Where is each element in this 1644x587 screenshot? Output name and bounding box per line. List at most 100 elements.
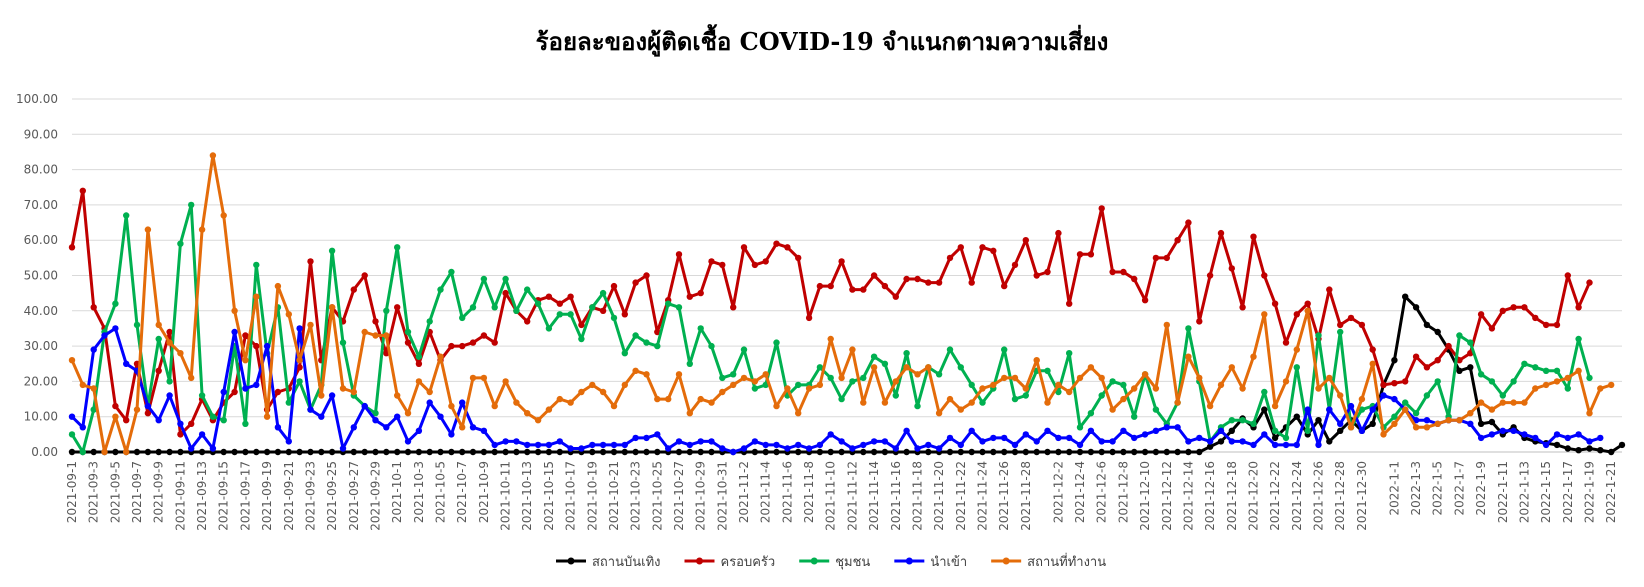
data-point xyxy=(675,251,683,258)
data-point xyxy=(155,417,162,424)
x-tick-label: 2021-09-17 xyxy=(238,461,252,531)
data-point xyxy=(751,261,759,269)
data-point xyxy=(1521,360,1528,367)
data-point xyxy=(1412,304,1420,311)
data-point xyxy=(491,402,498,410)
data-point xyxy=(318,413,325,420)
data-point xyxy=(242,448,249,456)
data-point xyxy=(773,339,780,346)
series-5 xyxy=(68,152,1615,456)
x-tick-label: 2021-10-1 xyxy=(390,461,404,523)
x-tick-label: 2021-10-27 xyxy=(672,461,686,531)
data-point xyxy=(1044,268,1051,276)
data-point xyxy=(1369,360,1376,367)
data-point xyxy=(545,406,553,413)
data-point xyxy=(1293,311,1301,318)
data-point xyxy=(253,448,260,456)
data-point xyxy=(643,434,650,442)
data-point xyxy=(1423,364,1431,371)
x-tick-label: 2022-1-11 xyxy=(1496,461,1510,523)
data-point xyxy=(1098,374,1105,382)
data-point xyxy=(1347,424,1355,431)
data-point xyxy=(599,448,607,456)
data-point xyxy=(708,342,715,350)
data-point xyxy=(979,399,986,406)
data-point xyxy=(361,448,368,456)
data-point xyxy=(1586,445,1593,452)
data-point xyxy=(231,388,238,396)
data-point xyxy=(1369,346,1376,353)
data-point xyxy=(990,448,997,456)
data-point xyxy=(1553,441,1561,449)
data-point xyxy=(1066,300,1073,307)
data-point xyxy=(578,388,585,396)
data-point xyxy=(816,381,824,389)
data-point xyxy=(697,448,704,456)
data-point xyxy=(1185,448,1192,456)
x-tick-label: 2021-11-18 xyxy=(910,461,924,531)
data-point xyxy=(1206,443,1214,450)
data-point xyxy=(935,371,943,378)
data-point xyxy=(296,378,303,385)
data-point xyxy=(1001,346,1008,353)
data-point xyxy=(415,448,423,456)
data-point xyxy=(979,448,986,456)
data-point xyxy=(957,406,964,413)
x-tick-label: 2022-1-5 xyxy=(1431,461,1445,515)
data-point xyxy=(1315,441,1322,449)
data-point xyxy=(946,346,954,353)
data-point xyxy=(133,448,141,456)
y-axis-ticks: 0.00 10.00 20.00 30.00 40.00 50.00 60.00 70.00 8… xyxy=(16,92,58,459)
data-point xyxy=(426,448,433,456)
data-point xyxy=(903,427,910,434)
data-point xyxy=(643,272,650,279)
x-tick-label: 2021-09-11 xyxy=(173,461,187,531)
data-point xyxy=(1217,438,1225,445)
data-point xyxy=(968,279,975,286)
data-point xyxy=(1337,427,1344,434)
data-point xyxy=(957,364,964,371)
data-point xyxy=(415,378,423,385)
data-point xyxy=(762,258,769,265)
data-point xyxy=(480,275,488,283)
data-point xyxy=(144,402,152,410)
x-tick-label: 2021-12-28 xyxy=(1333,461,1347,531)
data-point xyxy=(198,392,206,399)
data-point xyxy=(534,448,542,456)
data-point xyxy=(1499,399,1507,406)
data-point xyxy=(1488,325,1496,332)
data-point xyxy=(502,289,509,297)
data-point xyxy=(1564,272,1572,279)
data-point xyxy=(751,448,759,456)
data-point xyxy=(101,448,108,456)
data-point xyxy=(643,448,650,456)
x-tick-label: 2021-11-8 xyxy=(802,461,816,523)
data-point xyxy=(1564,434,1572,442)
data-point xyxy=(784,244,791,251)
data-point xyxy=(1206,402,1214,410)
data-point xyxy=(1358,321,1366,329)
data-point xyxy=(1098,438,1105,445)
data-point xyxy=(1358,395,1366,403)
data-point xyxy=(1467,420,1474,427)
data-point xyxy=(1445,342,1452,350)
x-tick-label: 2021-09-13 xyxy=(195,461,209,531)
data-point xyxy=(1542,367,1550,374)
data-point xyxy=(697,325,704,332)
data-point xyxy=(448,448,455,456)
data-point xyxy=(654,395,661,403)
data-point xyxy=(1087,251,1095,258)
data-point xyxy=(1510,304,1517,311)
data-point xyxy=(415,353,423,360)
data-point xyxy=(1066,350,1073,357)
data-point xyxy=(730,448,737,456)
data-point xyxy=(166,339,173,346)
data-point xyxy=(1597,385,1604,392)
series-2 xyxy=(68,187,1593,438)
x-tick-label: 2021-11-2 xyxy=(737,461,751,523)
data-point xyxy=(1196,318,1203,325)
data-point xyxy=(686,441,693,449)
data-point xyxy=(1055,434,1062,442)
data-point xyxy=(524,410,531,417)
data-point xyxy=(946,395,954,403)
